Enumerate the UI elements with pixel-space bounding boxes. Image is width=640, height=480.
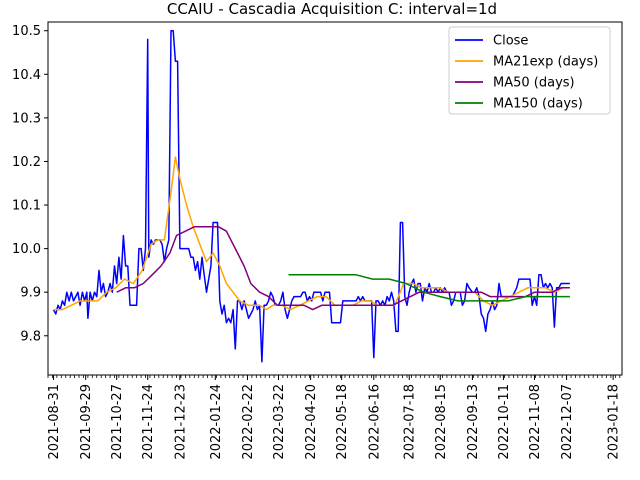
x-tick-label: 2021-09-29: [79, 384, 94, 460]
y-tick-label: 9.9: [20, 286, 41, 301]
y-tick-label: 9.8: [20, 329, 41, 344]
series-line-ma50-days: [116, 226, 570, 311]
x-tick-label: 2022-09-13: [466, 384, 481, 460]
legend-box: [448, 26, 611, 115]
y-tick-label: 10.2: [12, 155, 41, 170]
x-tick-label: 2022-06-16: [367, 384, 382, 460]
y-tick-label: 10.1: [12, 199, 41, 214]
legend-label-ma150-days: MA150 (days): [493, 97, 583, 112]
x-tick-label: 2022-03-22: [272, 384, 287, 460]
y-tick-label: 10.0: [12, 242, 41, 257]
x-tick-label: 2022-01-24: [209, 384, 224, 460]
legend-label-close: Close: [493, 34, 528, 49]
series-line-ma21exp-days: [53, 156, 570, 311]
x-tick-label: 2021-12-23: [173, 384, 188, 460]
legend-label-ma21exp-days: MA21exp (days): [493, 55, 598, 70]
x-tick-label: 2021-11-24: [141, 384, 156, 460]
y-tick-label: 10.4: [12, 68, 41, 83]
x-tick-label: 2022-11-08: [528, 384, 543, 460]
legend: Close MA21exp (days) MA50 (days) MA150 (day…: [448, 26, 611, 115]
chart-title: CCAIU - Cascadia Acquisition C: interval…: [167, 0, 497, 18]
x-tick-label: 2023-01-18: [607, 384, 622, 460]
x-tick-label: 2022-04-20: [304, 384, 319, 460]
series-line-close: [52, 29, 570, 363]
x-tick-label: 2022-02-22: [241, 384, 256, 460]
y-tick-label: 10.3: [12, 111, 41, 126]
x-tick-label: 2022-08-15: [434, 384, 449, 460]
series-line-ma150-days: [288, 274, 570, 302]
x-tick-label: 2022-10-11: [497, 384, 512, 460]
axes-layer: 9.8 9.9 10.0 10.1 10.2 10.3 10.4 10.5 2021-08-31…: [12, 21, 623, 460]
x-tick-label: 2022-07-18: [403, 384, 418, 460]
x-tick-label: 2022-12-07: [560, 384, 575, 460]
x-tick-label: 2022-05-18: [335, 384, 350, 460]
series-layer: [52, 29, 570, 363]
legend-label-ma50-days: MA50 (days): [493, 76, 575, 91]
x-tick-label: 2021-08-31: [47, 384, 62, 460]
y-tick-label: 10.5: [12, 24, 41, 39]
x-tick-label: 2021-10-27: [110, 384, 125, 460]
axes-frame: [47, 21, 623, 376]
